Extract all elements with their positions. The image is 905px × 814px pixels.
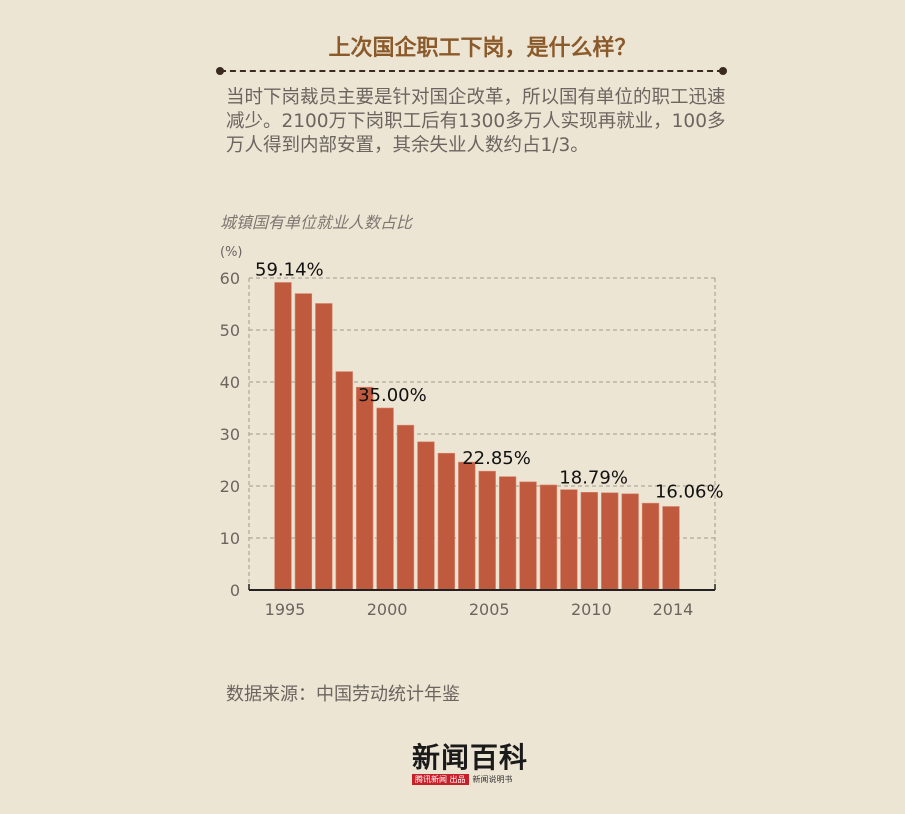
bar-2006 <box>498 476 517 591</box>
page-title: 上次国企职工下岗，是什么样？ <box>328 36 637 61</box>
x-tick-label: 2010 <box>571 600 612 619</box>
data-label-2010: 18.79% <box>559 467 628 488</box>
bar-2002 <box>417 441 435 591</box>
bar-2005 <box>478 470 496 591</box>
bar-2010 <box>580 491 598 591</box>
bar-2013 <box>641 502 660 591</box>
data-source: 数据来源：中国劳动统计年鉴 <box>226 684 460 705</box>
bar-2000 <box>376 407 394 591</box>
y-tick-label: 10 <box>220 529 240 548</box>
bar-2003 <box>437 452 456 591</box>
bar-1999 <box>356 386 374 591</box>
y-tick-label: 20 <box>220 477 240 496</box>
x-tick-label: 1995 <box>265 600 306 619</box>
bar-2011 <box>601 492 619 591</box>
chart-title: 城镇国有单位就业人数占比 <box>220 213 413 232</box>
x-tick-label: 2014 <box>653 600 694 619</box>
divider-dot-right <box>719 67 727 75</box>
data-label-2005: 22.85% <box>462 448 531 469</box>
y-tick-label: 40 <box>220 373 240 392</box>
x-tick-label: 2000 <box>367 600 408 619</box>
data-label-2000: 35.00% <box>358 385 427 406</box>
intro-text: 当时下岗裁员主要是针对国企改革，所以国有单位的职工迅速减少。2100万下岗职工后… <box>226 87 726 156</box>
bar-1995 <box>274 282 292 591</box>
logo-tagline: 新闻说明书 <box>472 775 513 784</box>
logo: 新闻百科 腾讯新闻 出品 新闻说明书 <box>412 736 542 785</box>
y-tick-label: 0 <box>230 581 240 600</box>
y-tick-label: 30 <box>220 425 240 444</box>
divider <box>220 70 723 72</box>
data-label-2014: 16.06% <box>655 481 724 502</box>
bar-2014 <box>662 506 680 591</box>
bar-2008 <box>539 484 558 591</box>
bar-2009 <box>560 489 578 591</box>
bar-1997 <box>315 303 333 591</box>
bar-2001 <box>396 424 415 591</box>
bar-2004 <box>458 461 476 591</box>
x-tick-label: 2005 <box>469 600 510 619</box>
data-label-1995: 59.14% <box>255 259 324 280</box>
logo-badge: 腾讯新闻 出品 <box>412 774 469 785</box>
logo-name: 新闻百科 <box>412 741 529 774</box>
bar-2012 <box>621 493 639 591</box>
bar-1998 <box>335 371 353 591</box>
bar-2007 <box>519 481 537 591</box>
y-tick-label: 60 <box>220 269 240 288</box>
bar-1996 <box>294 293 313 591</box>
y-tick-label: 50 <box>220 321 240 340</box>
y-axis-unit: (%) <box>220 245 243 260</box>
